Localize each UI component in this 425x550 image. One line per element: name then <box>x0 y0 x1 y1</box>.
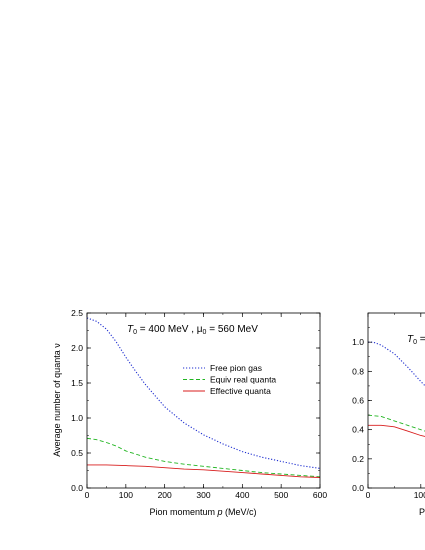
series-line-solid <box>87 464 321 478</box>
x-tick-label: 0 <box>85 490 90 500</box>
legend-label: Effective quanta <box>210 386 271 396</box>
x-axis-label-right: P <box>419 507 425 517</box>
annotation-mu-value: = 560 MeV <box>206 324 258 335</box>
y-axis-label-left: Average number of quanta ν <box>52 343 62 457</box>
y-tick-label: 1.5 <box>71 378 83 388</box>
x-tick-label: 500 <box>274 490 288 500</box>
x-tick-label: 100 <box>414 490 425 500</box>
chart-annotation-left: T0 = 400 MeV , μ0 = 560 MeV <box>127 324 258 336</box>
y-tick-label: 1.0 <box>352 337 364 347</box>
y-tick-label: 2.5 <box>71 308 83 318</box>
chart-right: 0 100 0.0 0.2 0.4 0.6 0.8 1.0 T0 = P <box>352 312 425 517</box>
y-tick-label: 0.8 <box>352 366 364 376</box>
y-tick-label: 1.0 <box>71 413 83 423</box>
series-line-dashed <box>86 437 321 478</box>
plot-frame-left <box>86 312 321 489</box>
chart-annotation-right: T0 = <box>407 334 425 346</box>
annotation-t-subscript: 0 <box>133 329 137 336</box>
y-tick-label: 0.4 <box>352 425 364 435</box>
annotation-mu-subscript: 0 <box>203 329 207 336</box>
x-axis-label-left: Pion momentum p (MeV/c) <box>149 507 256 517</box>
x-tick-label: 100 <box>119 490 133 500</box>
y-tick-label: 0.0 <box>71 483 83 493</box>
x-tick-label: 600 <box>313 490 327 500</box>
y-tick-label: 0.5 <box>71 448 83 458</box>
legend: Free pion gas Equiv real quantaEffective … <box>183 363 276 396</box>
x-tick-label: 400 <box>235 490 249 500</box>
series-line-dashed <box>367 414 425 432</box>
x-tick-label: 300 <box>196 490 210 500</box>
x-tick-label: 200 <box>158 490 172 500</box>
legend-label: Free pion gas <box>210 363 262 373</box>
y-tick-label: 2.0 <box>71 343 83 353</box>
legend-label: Equiv real quanta <box>210 375 276 385</box>
series-line-dotted <box>86 317 321 469</box>
annotation-t-symbol: T <box>127 324 134 335</box>
series-line-solid <box>368 424 425 437</box>
y-tick-label: 0.2 <box>352 454 364 464</box>
y-tick-label: 0.0 <box>352 483 364 493</box>
y-tick-label: 0.6 <box>352 396 364 406</box>
annotation-mu-symbol: μ <box>197 324 203 335</box>
annotation-t-value: = 400 MeV , <box>137 324 197 335</box>
series-line-dotted <box>368 341 425 387</box>
x-tick-label: 0 <box>366 490 371 500</box>
